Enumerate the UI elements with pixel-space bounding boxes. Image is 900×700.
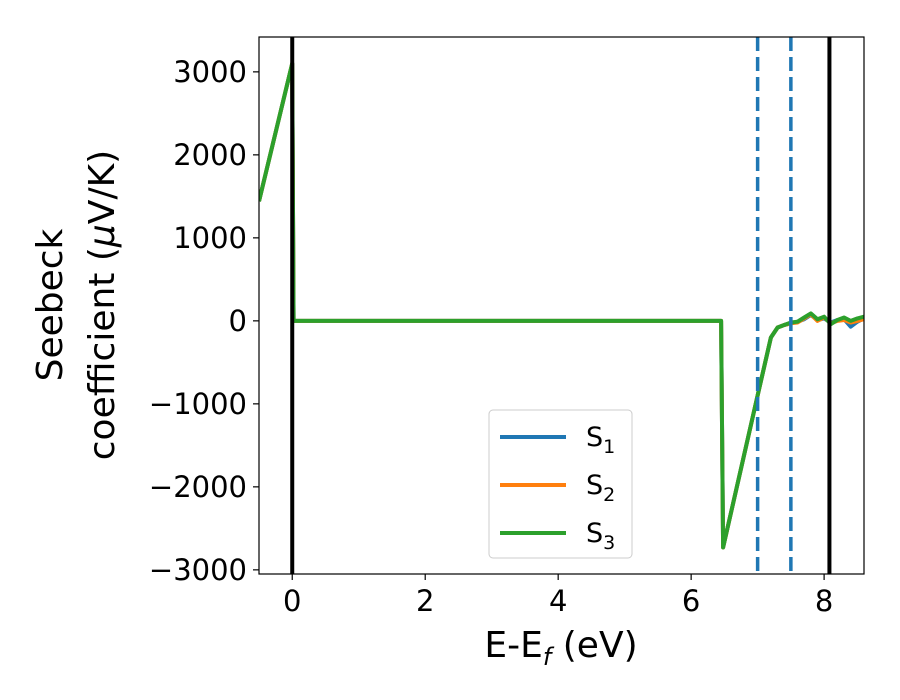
y-tick-label: −1000 — [149, 387, 247, 421]
y-axis-label-line2: coefficient (μV/K) — [82, 150, 123, 460]
y-tick-label: 2000 — [173, 138, 247, 172]
legend-label-s2: S2 — [586, 470, 615, 506]
x-tick-label: 2 — [416, 584, 434, 618]
series-line-s3 — [259, 61, 864, 550]
x-axis-label-unit: (eV) — [551, 625, 637, 666]
y-tick-label: −3000 — [149, 553, 247, 587]
y-axis-label-mu: μ — [82, 224, 123, 248]
legend-label-s1: S1 — [586, 422, 615, 458]
y-axis-label-line1: Seebeck — [30, 228, 71, 381]
x-axis-label: E-Ef (eV) — [484, 625, 637, 671]
y-tick-label: 3000 — [173, 55, 247, 89]
x-tick-label: 4 — [549, 584, 567, 618]
legend: S1 S2 S3 — [488, 409, 633, 559]
x-tick-label: 8 — [815, 584, 833, 618]
legend-label-s3: S3 — [586, 518, 615, 554]
x-tick-label: 6 — [682, 584, 700, 618]
y-tick-label: −2000 — [149, 470, 247, 504]
plot-frame — [258, 36, 865, 575]
x-tick-label: 0 — [283, 584, 301, 618]
y-tick-label: 1000 — [173, 221, 247, 255]
y-tick-label: 0 — [229, 304, 247, 338]
x-axis-label-main: E-E — [484, 625, 542, 666]
